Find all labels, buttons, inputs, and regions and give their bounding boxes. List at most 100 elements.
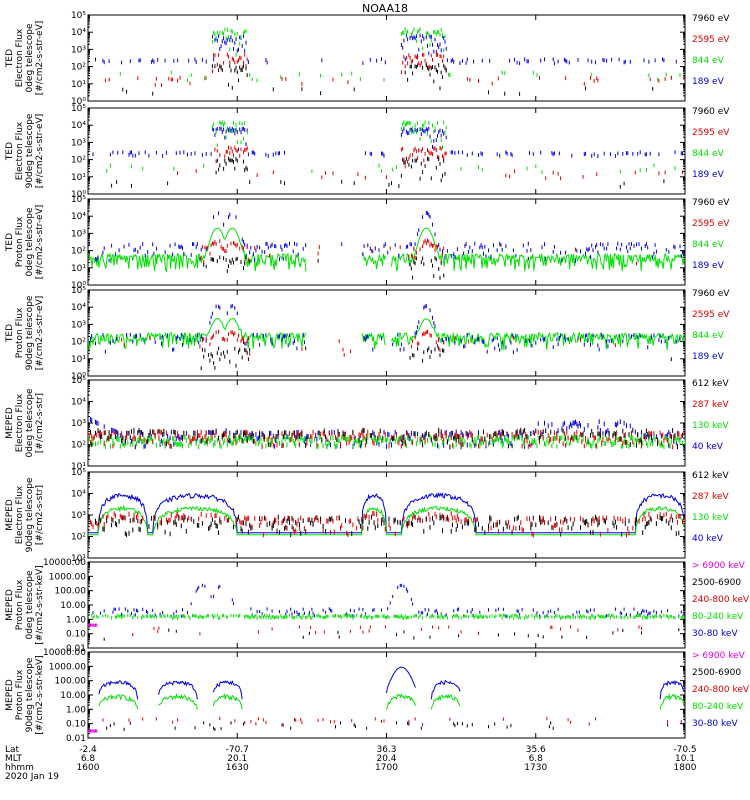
axis-row-label: hhmm <box>5 763 34 773</box>
series-189ev <box>88 304 681 355</box>
y-axis-label: Proton Flux <box>15 669 25 720</box>
y-axis-label: MEPED <box>5 679 15 711</box>
series-7960ev <box>88 346 672 371</box>
y-tick-label: 10² <box>71 338 86 348</box>
legend-entry: 7960 eV <box>692 198 730 208</box>
series-2500-6900kev <box>106 721 669 731</box>
series-844ev <box>119 27 681 83</box>
y-axis-label: [#/cm2-s-str-eV] <box>35 296 45 371</box>
panel-ted-p-90: 10⁰ 10¹ 10² 10³ 10⁴ 10⁵ TED Proton Flux 90deg te… <box>5 286 730 382</box>
y-axis-label: TED <box>5 49 15 68</box>
data-traces <box>88 583 685 641</box>
panel-meped-e-0: 10¹ 10² 10³ 10⁴ 10⁵ MEPED Electron Flux 0deg te… <box>5 376 729 472</box>
legend-entry: 844 eV <box>692 56 725 66</box>
x-tick-label-lat: 35.6 <box>526 745 546 755</box>
y-tick-label: 10¹ <box>71 173 86 183</box>
x-tick-label-mlt: 20.1 <box>227 754 247 764</box>
legend-entry: 80-240 keV <box>692 612 744 622</box>
y-axis-label: 0deg telescope <box>25 23 35 93</box>
panel-frame <box>87 107 686 195</box>
y-axis-label: 0deg telescope <box>25 388 35 458</box>
y-tick-label: 10¹ <box>71 264 86 274</box>
y-tick-label: 10.00 <box>60 691 86 701</box>
data-traces <box>88 27 685 96</box>
x-tick-label-lat: 36.3 <box>376 745 396 755</box>
y-axis-label: MEPED <box>5 499 15 531</box>
y-tick-label: 10¹ <box>71 80 86 90</box>
panel-frame <box>87 651 686 739</box>
data-traces <box>92 120 683 189</box>
series-844ev <box>88 227 685 273</box>
series-80-240kev <box>91 613 685 620</box>
series-612kev <box>90 427 683 450</box>
y-tick-label: 100.00 <box>55 587 87 597</box>
legend-entry: 40 keV <box>692 534 724 544</box>
x-tick-label-mlt: 20.4 <box>376 754 396 764</box>
legend-entry: 2595 eV <box>692 310 730 320</box>
y-axis-label: 90deg telescope <box>25 477 35 552</box>
y-tick-label: 0.10 <box>66 630 86 640</box>
y-tick-label: 10⁴ <box>71 212 86 222</box>
y-axis-label: Proton Flux <box>15 307 25 358</box>
y-axis-label: 90deg telescope <box>25 657 35 732</box>
series-844ev <box>88 317 685 351</box>
y-axis-label: 90deg telescope <box>25 113 35 188</box>
series-130kev <box>88 504 685 536</box>
y-tick-label: 10² <box>71 156 86 166</box>
series-30-80kev <box>98 666 685 700</box>
legend-entry: 612 keV <box>692 379 729 389</box>
panel-ted-e-0: 10⁰ 10¹ 10² 10³ 10⁴ 10⁵ TED Electron Flux 0deg t… <box>5 11 730 107</box>
y-axis-label: Electron Flux <box>15 121 25 180</box>
legend-entry: 2595 eV <box>692 219 730 229</box>
y-axis-label: [#/cm2-s-str-keV] <box>35 565 45 644</box>
y-axis-label: [#/cm2-s-str-eV] <box>35 114 45 189</box>
y-axis-label: [#/cm2-s-str-eV] <box>35 205 45 280</box>
series-2500-6900kev <box>103 628 680 641</box>
legend-entry: 287 keV <box>692 492 729 502</box>
panel-meped-e-90: 10¹ 10² 10³ 10⁴ 10⁵ MEPED Electron Flux 90deg t… <box>5 468 729 564</box>
panel-ted-e-90: 10⁰ 10¹ 10² 10³ 10⁴ 10⁵ TED Electron Flux 90deg … <box>5 104 730 200</box>
y-tick-label: 10¹ <box>71 355 86 365</box>
y-axis-label: TED <box>5 324 15 343</box>
y-axis-label: Electron Flux <box>15 485 25 544</box>
y-axis-label: [#/cm2-s-str-keV] <box>35 655 45 734</box>
chart-title: NOAA18 <box>362 2 408 15</box>
legend-entry: 189 eV <box>692 77 725 87</box>
y-axis-label: 90deg telescope <box>25 295 35 370</box>
y-tick-label: 10² <box>71 533 86 543</box>
series-7960ev <box>88 63 654 96</box>
y-tick-label: 10⁴ <box>71 490 86 500</box>
y-axis-label: MEPED <box>5 407 15 439</box>
y-tick-label: 10⁵ <box>71 286 86 296</box>
y-tick-label: 10⁵ <box>71 468 86 478</box>
legend-entry: 7960 eV <box>692 14 730 24</box>
y-axis-label: 0deg telescope <box>25 570 35 640</box>
legend-entry: > 6900 keV <box>692 651 746 661</box>
x-tick-label-mlt: 6.8 <box>81 754 96 764</box>
series-2595ev <box>200 238 637 266</box>
y-tick-label: 10⁰ <box>71 281 86 291</box>
x-tick-label-hhmm: 1630 <box>226 763 249 773</box>
x-tick-label-hhmm: 1600 <box>77 763 100 773</box>
axis-row-label: 2020 Jan 19 <box>5 772 59 782</box>
y-tick-label: 10³ <box>71 419 86 429</box>
series-7960ev <box>199 255 529 280</box>
y-tick-label: 10⁴ <box>71 28 86 38</box>
legend-entry: 240-800 keV <box>692 685 750 695</box>
y-tick-label: 10⁰ <box>71 372 86 382</box>
data-traces <box>88 415 685 450</box>
y-axis-label: [#/cm2-s-str] <box>35 393 45 453</box>
legend-entry: 40 keV <box>692 442 724 452</box>
y-tick-label: 10² <box>71 63 86 73</box>
series-287kev <box>90 511 685 538</box>
panel-meped-p-90: 0.01 0.10 1.00 10.00 100.00 1000.00 10000.00 ME… <box>5 648 750 744</box>
y-tick-label: 10² <box>71 441 86 451</box>
y-tick-label: 10³ <box>71 511 86 521</box>
y-tick-label: 1000.00 <box>49 662 86 672</box>
y-axis-label: 0deg telescope <box>25 207 35 277</box>
series-30-80kev <box>92 583 685 618</box>
y-tick-label: 0.01 <box>66 734 86 744</box>
legend-entry: 287 keV <box>692 400 729 410</box>
